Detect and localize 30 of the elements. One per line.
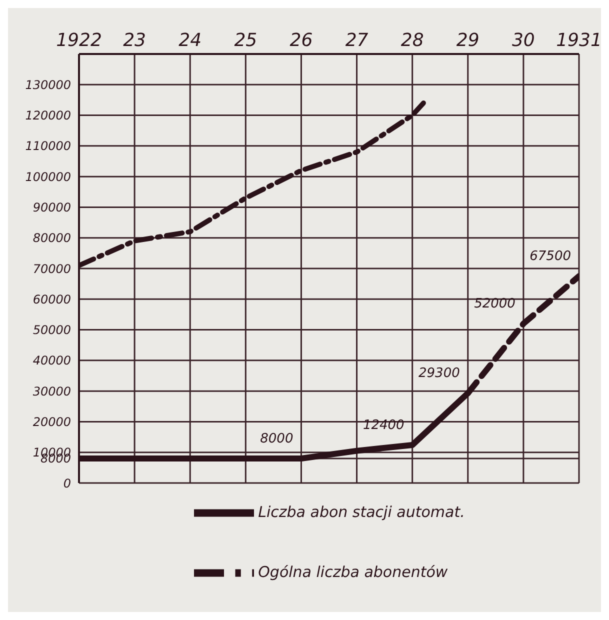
y-tick-label: 40000 [32,354,72,368]
x-tick-label: 30 [512,30,535,51]
x-tick-label: 23 [123,30,146,51]
x-tick-label: 26 [290,30,313,51]
y-tick-label: 80000 [32,231,72,246]
x-tick-label: 29 [456,30,480,51]
y-tick-label: 110000 [25,139,72,154]
y-tick-label: 100000 [25,170,72,184]
y-tick-label: 50000 [32,323,72,338]
y-tick-label: 60000 [32,292,72,306]
x-tick-label: 1922 [56,30,102,51]
y-tick-label: 90000 [32,200,72,214]
legend-label: Liczba abon stacji automat. [258,503,465,522]
x-tick-label: 28 [400,30,424,51]
data-label: 12400 [362,418,404,434]
y-tick-label: 30000 [32,384,72,398]
x-tick-label: 27 [345,30,369,51]
y-tick-label: 120000 [25,108,72,123]
y-tick-label: 0 [63,476,72,490]
y-tick-label: 70000 [32,262,72,276]
data-label: 8000 [260,431,294,446]
x-tick-label: 25 [234,30,258,51]
data-label: 29300 [418,366,460,382]
legend-label: Ogólna liczba abonentów [258,563,448,582]
data-label: 52000 [474,296,516,312]
y-tick-label: 20000 [32,414,72,429]
x-tick-label: 1931 [556,30,602,51]
y-tick-label: 130000 [25,78,72,92]
data-label: 67500 [530,249,571,264]
x-tick-label: 24 [178,30,202,51]
